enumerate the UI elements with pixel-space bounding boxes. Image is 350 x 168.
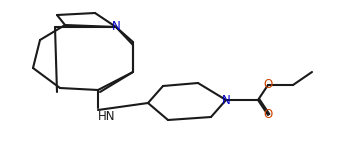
Text: HN: HN: [98, 111, 116, 123]
Text: N: N: [222, 94, 230, 107]
Text: N: N: [112, 20, 120, 33]
Text: O: O: [263, 78, 273, 92]
Text: O: O: [263, 109, 273, 121]
